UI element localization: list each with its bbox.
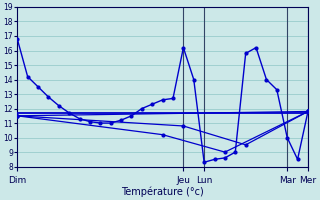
- X-axis label: Température (°c): Température (°c): [121, 186, 204, 197]
